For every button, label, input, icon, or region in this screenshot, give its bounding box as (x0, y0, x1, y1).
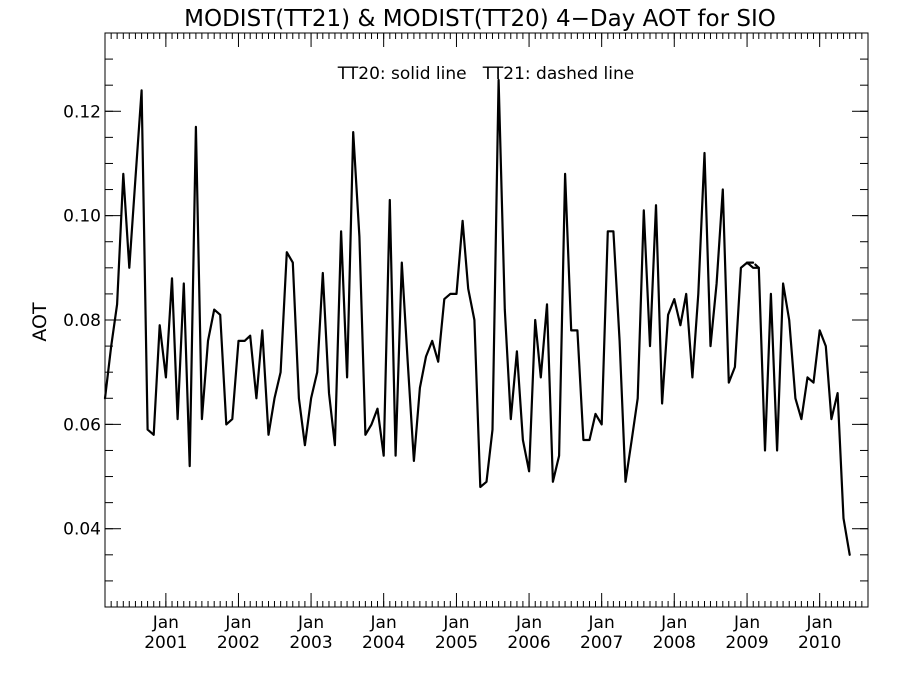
x-tick-year-label: 2003 (289, 633, 332, 653)
y-tick-label: 0.12 (63, 102, 101, 122)
x-tick-month-label: Jan (588, 613, 615, 633)
x-tick-month-label: Jan (370, 613, 397, 633)
x-tick-year-label: 2004 (362, 633, 405, 653)
x-tick-year-label: 2007 (580, 633, 623, 653)
y-tick-label: 0.06 (63, 415, 101, 435)
series-line-solid (103, 78, 851, 556)
x-tick-month-label: Jan (660, 613, 687, 633)
y-tick-label: 0.04 (63, 520, 101, 540)
series-layer (103, 78, 851, 556)
y-axis-label: AOT (29, 302, 51, 342)
axes: 0.040.060.080.100.12Jan2001Jan2002Jan200… (63, 33, 868, 653)
x-tick-month-label: Jan (297, 613, 324, 633)
y-tick-label: 0.08 (63, 311, 101, 331)
x-tick-month-label: Jan (806, 613, 833, 633)
x-tick-year-label: 2006 (507, 633, 550, 653)
x-tick-year-label: 2005 (435, 633, 478, 653)
x-tick-year-label: 2001 (144, 633, 187, 653)
x-tick-year-label: 2009 (725, 633, 768, 653)
series-line-dashed (745, 261, 760, 269)
chart-title: MODIST(TT21) & MODIST(TT20) 4−Day AOT fo… (184, 6, 776, 32)
x-tick-month-label: Jan (152, 613, 179, 633)
series-style-annotation: TT20: solid line TT21: dashed line (337, 64, 634, 84)
x-tick-year-label: 2008 (653, 633, 696, 653)
x-tick-month-label: Jan (515, 613, 542, 633)
x-tick-month-label: Jan (442, 613, 469, 633)
y-tick-label: 0.10 (63, 207, 101, 227)
x-tick-month-label: Jan (733, 613, 760, 633)
x-tick-year-label: 2010 (798, 633, 841, 653)
x-tick-year-label: 2002 (217, 633, 260, 653)
x-tick-month-label: Jan (224, 613, 251, 633)
